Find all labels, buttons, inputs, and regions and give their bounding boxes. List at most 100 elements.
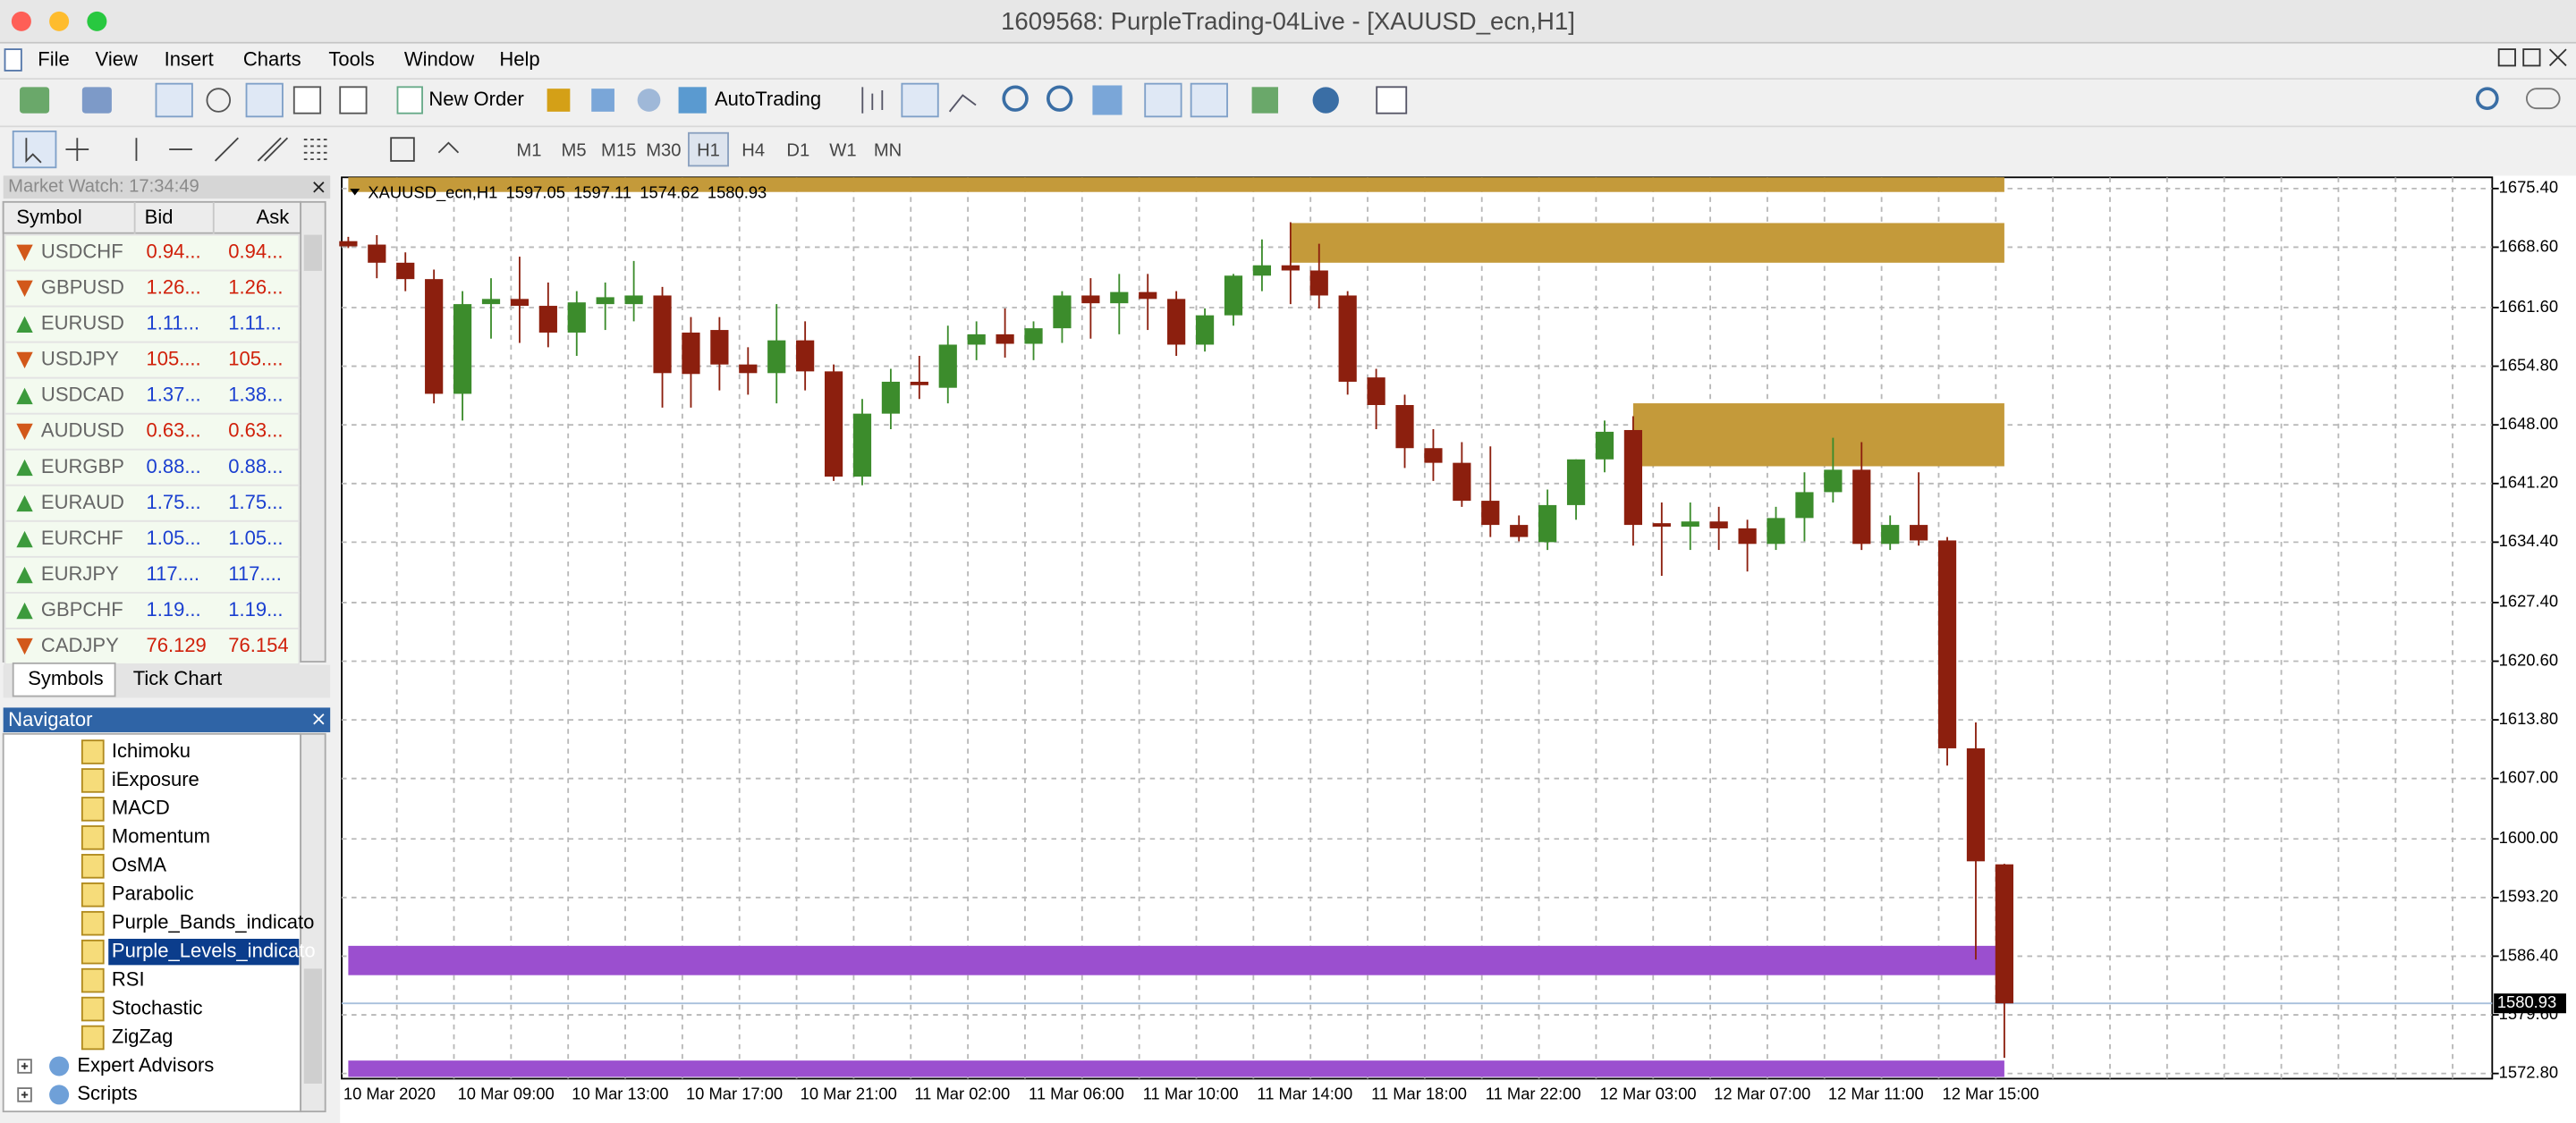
y-tick-label: 1613.80: [2499, 709, 2558, 728]
timeframe-button[interactable]: M1: [516, 140, 541, 160]
y-tick-label: 1593.20: [2499, 887, 2558, 906]
timeframe-button[interactable]: M30: [646, 140, 681, 160]
tree-item[interactable]: RSI: [112, 967, 145, 990]
channel-tool[interactable]: [257, 137, 289, 162]
tree-item[interactable]: Scripts: [77, 1082, 137, 1104]
bid: 117....: [146, 562, 199, 585]
market-icon[interactable]: [637, 89, 661, 112]
tree-item[interactable]: Parabolic: [112, 882, 194, 905]
window-controls: [2497, 48, 2567, 67]
tree-item[interactable]: Purple_Levels_indicato: [112, 939, 316, 961]
indicator-icon: [80, 996, 105, 1022]
close-icon[interactable]: [2548, 48, 2567, 67]
search-icon[interactable]: [2475, 87, 2499, 111]
tree-item[interactable]: Momentum: [112, 825, 210, 848]
y-tick-label: 1654.80: [2499, 355, 2558, 374]
candle-body: [1395, 404, 1414, 449]
close-icon[interactable]: [313, 713, 325, 725]
timeframe-button[interactable]: W1: [829, 140, 856, 160]
new-order-icon[interactable]: [396, 86, 423, 114]
candle-body: [1738, 528, 1757, 545]
menu-item[interactable]: Tools: [328, 48, 374, 71]
row-bg: [4, 305, 301, 343]
maximize-icon[interactable]: [2522, 48, 2541, 67]
templates-icon[interactable]: [1376, 86, 1408, 114]
line-chart-icon[interactable]: [948, 94, 977, 113]
close-button[interactable]: [11, 11, 31, 31]
timeframe-button[interactable]: H1: [697, 140, 720, 160]
navigator-icon[interactable]: [245, 82, 284, 118]
zoom-out-icon[interactable]: [1046, 85, 1073, 112]
candle-body: [796, 340, 815, 372]
crosshair-tool[interactable]: [65, 138, 89, 161]
menu-item[interactable]: File: [38, 48, 69, 71]
tree-item[interactable]: iExposure: [112, 768, 199, 790]
drawing-tools: [12, 130, 460, 169]
periods-icon[interactable]: [1312, 87, 1339, 114]
zoom-button[interactable]: [87, 11, 107, 31]
tree-item[interactable]: OsMA: [112, 854, 166, 876]
zone: [348, 945, 2004, 975]
arrows-tool[interactable]: [437, 141, 460, 154]
menu-item[interactable]: View: [96, 48, 138, 71]
indicators-icon[interactable]: [1251, 87, 1278, 114]
bar-chart-icon[interactable]: [861, 87, 884, 114]
tree-item[interactable]: Purple_Bands_indicato: [112, 911, 314, 933]
tab[interactable]: Tick Chart: [133, 667, 223, 689]
row-bg: [4, 555, 301, 594]
menu-item[interactable]: Window: [404, 48, 474, 71]
minimize-button[interactable]: [49, 11, 70, 31]
menu-item[interactable]: Charts: [243, 48, 301, 71]
tree-item[interactable]: MACD: [112, 797, 170, 819]
tree-item[interactable]: Stochastic: [112, 996, 203, 1018]
zoom-in-icon[interactable]: [1002, 85, 1029, 112]
close-icon[interactable]: [313, 182, 325, 193]
navigator-tree: [2, 732, 302, 1113]
timeframe-button[interactable]: MN: [874, 140, 902, 160]
candle-chart-icon[interactable]: [901, 82, 939, 118]
new-chart-icon[interactable]: [20, 87, 50, 114]
data-window-icon[interactable]: [206, 88, 232, 113]
label-tool[interactable]: [390, 137, 415, 162]
plus: [21, 1091, 29, 1099]
autotrading-icon[interactable]: [678, 87, 707, 114]
chart-shift-icon[interactable]: [1190, 82, 1228, 118]
scroll-thumb[interactable]: [303, 234, 322, 271]
metaeditor-icon[interactable]: [547, 89, 571, 112]
tree-item[interactable]: Ichimoku: [112, 739, 191, 762]
tree-item[interactable]: ZigZag: [112, 1025, 174, 1047]
tab[interactable]: Symbols: [28, 667, 103, 689]
up-arrow: [16, 316, 33, 334]
menu-item[interactable]: Help: [499, 48, 539, 71]
trendline-tool[interactable]: [214, 137, 239, 162]
up-arrow: [16, 387, 33, 405]
scroll-thumb[interactable]: [303, 968, 322, 1084]
zone: [348, 1060, 2004, 1077]
ask: 1.11...: [228, 312, 282, 334]
candle-body: [1681, 521, 1699, 528]
restore-icon[interactable]: [2497, 48, 2516, 67]
ask: 0.63...: [228, 419, 283, 442]
profiles-icon[interactable]: [81, 87, 112, 114]
row-bg: [4, 591, 301, 629]
tester-icon[interactable]: [339, 86, 368, 114]
tile-icon[interactable]: [1092, 85, 1123, 115]
new-order-button[interactable]: New Order: [428, 88, 523, 110]
market-watch-icon[interactable]: [155, 82, 193, 118]
terminal-icon[interactable]: [292, 86, 322, 114]
timeframe-button[interactable]: D1: [786, 140, 809, 160]
menu-item[interactable]: Insert: [165, 48, 214, 71]
timeframe-button[interactable]: H4: [741, 140, 765, 160]
signals-icon[interactable]: [591, 89, 614, 112]
autoscroll-icon[interactable]: [1144, 82, 1182, 118]
autotrading-button[interactable]: AutoTrading: [715, 88, 821, 110]
tree-item[interactable]: Expert Advisors: [77, 1053, 214, 1076]
candle-body: [1424, 448, 1443, 463]
scrollbar[interactable]: [300, 200, 326, 663]
cursor-tool[interactable]: [12, 130, 57, 169]
row-bg: [4, 412, 301, 451]
chat-icon[interactable]: [2525, 88, 2561, 110]
bid: 0.94...: [146, 241, 200, 263]
timeframe-button[interactable]: M5: [562, 140, 587, 160]
timeframe-button[interactable]: M15: [601, 140, 636, 160]
